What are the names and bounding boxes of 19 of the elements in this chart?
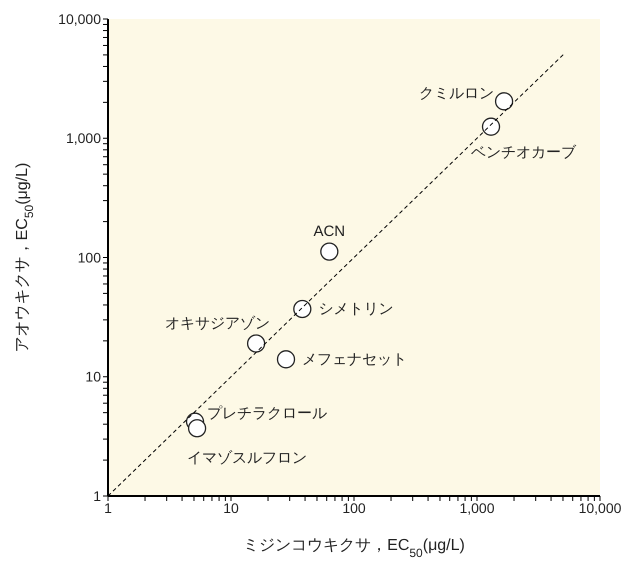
annotation: イマゾスルフロン [187, 450, 308, 467]
annotation: オキサジアゾン [165, 315, 270, 332]
y-tick-label: 1,000 [66, 130, 102, 146]
y-tick-label: 10,000 [58, 10, 102, 27]
x-tick-label: 1 [104, 500, 112, 516]
annotation: メフェナセット [302, 350, 407, 368]
x-tick-label: 1,000 [459, 500, 495, 516]
annotation: ベンチオカーブ [471, 144, 578, 162]
x-axis-title: ミジンコウキクサ，EC$_{50}$(μg/L) [243, 537, 465, 560]
annotation: ACN [313, 223, 346, 240]
y-tick-label: 100 [78, 249, 102, 266]
y-tick-label: 1 [93, 488, 102, 504]
annotation: クミルロン [419, 84, 494, 102]
x-tick-label: 10,000 [578, 500, 622, 516]
x-tick-label: 100 [342, 500, 366, 516]
annotation: プレチラクロール [207, 405, 328, 422]
y-tick-label: 10 [85, 368, 102, 385]
x-tick-label: 10 [223, 500, 239, 516]
annotation: シメトリン [318, 300, 394, 318]
